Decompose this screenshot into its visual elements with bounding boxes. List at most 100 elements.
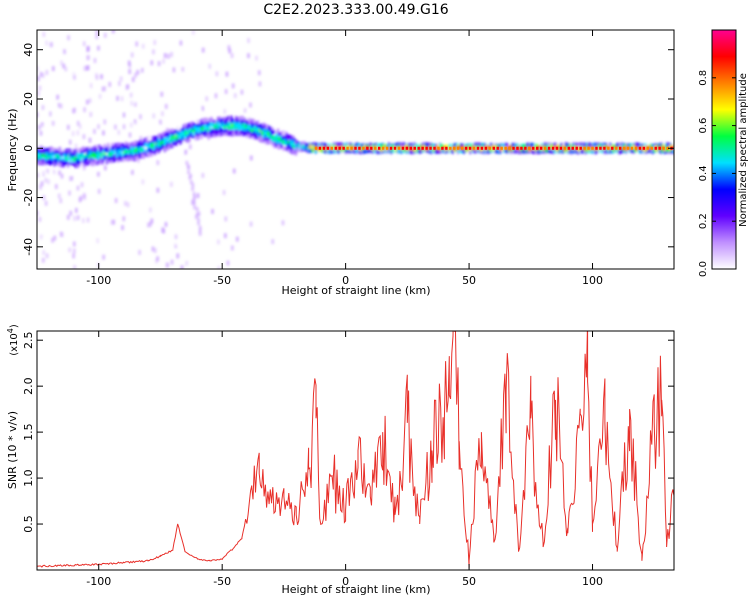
heatmap-core-cell [338, 146, 341, 150]
heatmap-cell [277, 145, 281, 150]
heatmap-cell [124, 148, 128, 153]
heatmap-cell [123, 200, 127, 206]
heatmap-cell [91, 162, 94, 167]
heatmap-core-cell [334, 146, 337, 150]
heatmap-cell [93, 150, 97, 155]
heatmap-cell [279, 132, 282, 137]
heatmap-cell [37, 196, 39, 202]
heatmap-cell [132, 97, 136, 103]
heatmap-core-cell [326, 146, 330, 150]
heatmap-cell [72, 71, 76, 77]
heatmap-cell [472, 154, 476, 159]
heatmap-cell [193, 126, 197, 131]
heatmap-cell [320, 142, 323, 147]
heatmap-cell [184, 38, 188, 44]
heatmap-cell [141, 43, 145, 49]
heatmap-cell [230, 245, 234, 251]
heatmap-cell [61, 155, 65, 160]
heatmap-cell [130, 100, 134, 106]
heatmap-core-cell [460, 146, 464, 150]
heatmap-cell [569, 142, 573, 147]
heatmap-core-cell [429, 146, 432, 150]
heatmap-cell [77, 173, 81, 178]
heatmap-cell [131, 150, 134, 155]
heatmap-core-cell [421, 146, 424, 150]
heatmap-cell [219, 126, 222, 131]
heatmap-cell [572, 149, 575, 154]
heatmap-cell [543, 152, 547, 157]
heatmap-cell [161, 136, 164, 141]
heatmap-cell [71, 131, 75, 137]
heatmap-cell [295, 147, 299, 152]
heatmap-cell [261, 125, 264, 130]
heatmap-cell [56, 94, 60, 100]
heatmap-core-cell [417, 146, 420, 150]
heatmap-cell [37, 210, 39, 216]
heatmap-cell [113, 93, 117, 99]
heatmap-cell [51, 120, 55, 126]
heatmap-cell [99, 264, 103, 269]
heatmap-cell [192, 201, 196, 206]
heatmap-cell [195, 207, 199, 212]
heatmap-cell [307, 141, 311, 146]
heatmap-cell [209, 88, 213, 94]
heatmap-cell [68, 176, 72, 182]
y-tick-label: 2.0 [22, 377, 35, 395]
y-tick-label: -40 [22, 238, 35, 256]
heatmap-cell [72, 248, 76, 254]
heatmap-cell [164, 217, 168, 223]
heatmap-cell [96, 88, 100, 94]
heatmap-cell [173, 120, 177, 125]
heatmap-cell [71, 162, 74, 167]
heatmap-cell [185, 128, 189, 133]
heatmap-cell [160, 111, 164, 117]
heatmap-cell [68, 163, 72, 169]
heatmap-cell [51, 66, 55, 72]
heatmap-cell [158, 119, 162, 125]
heatmap-cell [267, 139, 271, 144]
heatmap-cell [74, 142, 78, 148]
heatmap-cell [160, 134, 163, 139]
heatmap-cell [233, 132, 237, 137]
heatmap-cell [106, 148, 110, 153]
heatmap-cell [147, 136, 151, 141]
heatmap-cell [104, 201, 108, 207]
heatmap-cell [169, 149, 173, 154]
heatmap-cell [68, 139, 72, 145]
heatmap-cell [40, 154, 43, 159]
heatmap-cell [173, 129, 177, 134]
heatmap-cell [133, 148, 137, 153]
heatmap-cell [96, 137, 100, 142]
heatmap-cell [94, 145, 98, 150]
heatmap-cell [511, 152, 515, 157]
heatmap-cell [74, 164, 78, 169]
heatmap-cell [609, 149, 612, 154]
heatmap-cell [425, 153, 429, 158]
heatmap-cell [128, 115, 132, 121]
heatmap-cell [152, 139, 155, 144]
heatmap-cell [631, 153, 635, 158]
heatmap-cell [139, 136, 143, 142]
heatmap-cell [169, 181, 173, 187]
heatmap-cell [128, 63, 132, 69]
heatmap-cell [83, 148, 87, 153]
heatmap-core-cell [370, 146, 373, 150]
heatmap-cell [144, 142, 148, 147]
heatmap-cell [100, 74, 104, 80]
heatmap-cell [226, 260, 230, 266]
heatmap-cell [179, 40, 183, 46]
heatmap-cell [114, 198, 118, 204]
heatmap-cell [223, 108, 227, 114]
heatmap-cell [174, 133, 178, 138]
heatmap-cell [190, 123, 193, 128]
heatmap-cell [95, 30, 99, 35]
heatmap-cell [51, 237, 55, 243]
heatmap-cell [436, 150, 440, 155]
heatmap-cell [513, 149, 517, 154]
heatmap-cell [114, 143, 118, 148]
x-tick-label: 100 [582, 274, 603, 287]
heatmap-cell [340, 142, 343, 147]
heatmap-cell [491, 137, 495, 142]
heatmap-core-cell [567, 146, 571, 150]
heatmap-cell [184, 149, 188, 155]
